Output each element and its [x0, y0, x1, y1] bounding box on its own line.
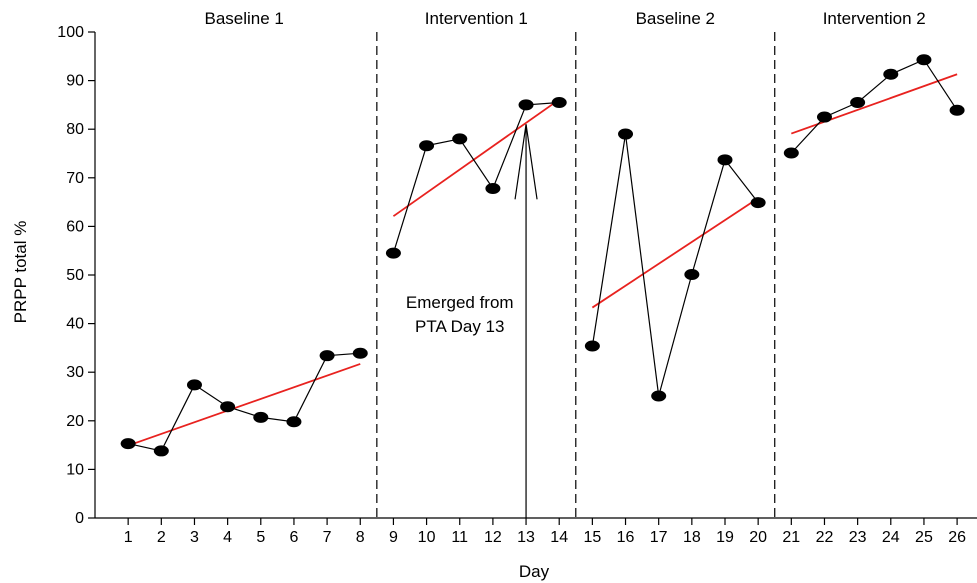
x-tick-label: 12 [484, 529, 502, 546]
x-tick-label: 6 [289, 529, 298, 546]
phase-dividers [376, 32, 776, 518]
x-tick-label: 14 [550, 529, 568, 546]
x-tick-label: 22 [816, 529, 834, 546]
y-tick-label: 70 [66, 170, 84, 187]
data-point [319, 350, 335, 362]
x-tick-label: 5 [256, 529, 265, 546]
data-point [883, 68, 899, 80]
trend-line [127, 363, 361, 447]
y-tick-label: 0 [75, 510, 84, 527]
trend-line [392, 98, 560, 217]
annotation-arrow-head [514, 124, 538, 200]
x-tick-label: 3 [190, 529, 199, 546]
trend-lines [127, 73, 958, 447]
data-point [717, 154, 733, 166]
data-point [584, 340, 600, 352]
y-tick-label: 100 [57, 24, 84, 41]
x-tick-label: 19 [716, 529, 734, 546]
data-point [286, 416, 302, 428]
series-line [790, 58, 958, 154]
annotation-text: PTA Day 13 [415, 317, 504, 336]
phase-labels: Baseline 1 Intervention 1 Baseline 2 Interv… [205, 9, 926, 28]
y-tick-label: 60 [66, 218, 84, 235]
y-tick-label: 30 [66, 364, 84, 381]
data-point [949, 104, 965, 116]
x-tick-label: 7 [323, 529, 332, 546]
data-point [783, 147, 799, 159]
annotation: Emerged from PTA Day 13 [406, 124, 538, 518]
trend-line [791, 73, 958, 135]
data-series [120, 54, 965, 457]
data-point [750, 197, 766, 209]
data-point [153, 445, 169, 457]
x-tick-label: 25 [915, 529, 933, 546]
trend-line [591, 197, 759, 309]
x-tick-label: 20 [749, 529, 767, 546]
phase-label: Baseline 2 [636, 9, 715, 28]
data-point [186, 379, 202, 391]
series-line [128, 352, 361, 452]
data-point [551, 96, 567, 108]
data-point [253, 411, 269, 423]
data-point [850, 96, 866, 108]
phase-label: Intervention 1 [425, 9, 528, 28]
data-point [684, 269, 700, 281]
x-tick-label: 24 [882, 529, 900, 546]
y-tick-label: 10 [66, 461, 84, 478]
data-point [385, 247, 401, 259]
x-tick-label: 26 [948, 529, 966, 546]
x-tick-label: 23 [849, 529, 867, 546]
x-axis-title: Day [519, 562, 550, 581]
data-point [916, 54, 932, 66]
data-point [419, 140, 435, 152]
x-tick-label: 15 [583, 529, 601, 546]
y-tick-label: 80 [66, 121, 84, 138]
x-tick-label: 10 [418, 529, 436, 546]
data-point [452, 133, 468, 145]
x-tick-label: 8 [356, 529, 365, 546]
data-point [618, 128, 634, 140]
data-point [816, 111, 832, 123]
data-point [518, 99, 534, 111]
data-point [651, 390, 667, 402]
annotation-text: Emerged from [406, 293, 514, 312]
y-tick-label: 50 [66, 267, 84, 284]
y-axis-title: PRPP total % [11, 221, 30, 324]
x-tick-label: 17 [650, 529, 668, 546]
x-tick-label: 4 [223, 529, 232, 546]
x-tick-label: 11 [451, 529, 468, 546]
x-tick-label: 21 [782, 529, 800, 546]
x-tick-label: 16 [617, 529, 635, 546]
y-tick-label: 20 [66, 413, 84, 430]
data-point [220, 401, 236, 413]
data-point [352, 347, 368, 359]
y-tick-label: 90 [66, 73, 84, 90]
data-point [485, 182, 501, 194]
x-tick-label: 1 [124, 529, 133, 546]
phase-label: Baseline 1 [205, 9, 284, 28]
x-tick-label: 18 [683, 529, 701, 546]
y-tick-label: 40 [66, 316, 84, 333]
data-point [120, 438, 136, 450]
phase-label: Intervention 2 [823, 9, 926, 28]
x-tick-label: 13 [517, 529, 535, 546]
x-tick-label: 9 [389, 529, 398, 546]
x-tick-label: 2 [157, 529, 166, 546]
series-line [591, 134, 759, 397]
